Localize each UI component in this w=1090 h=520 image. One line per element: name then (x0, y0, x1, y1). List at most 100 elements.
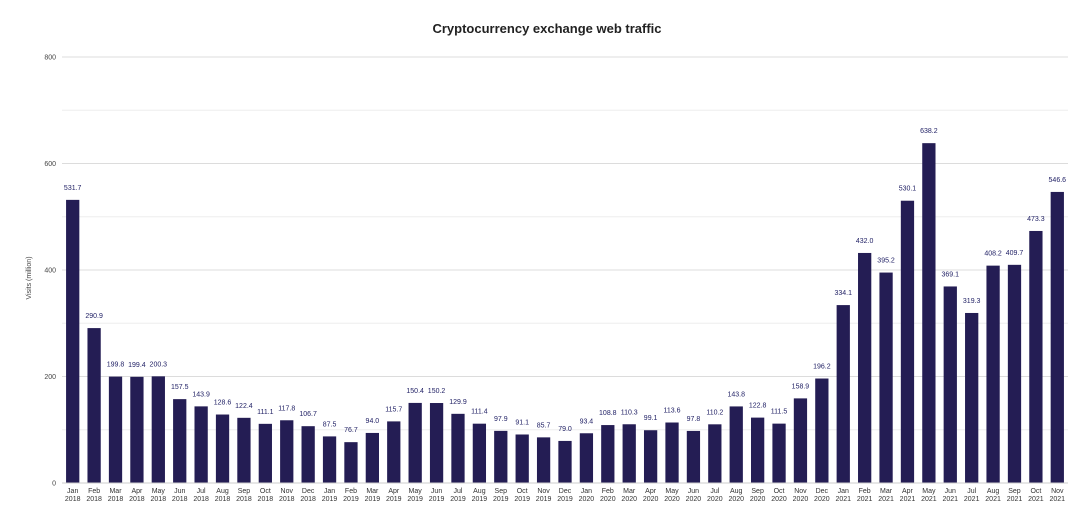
bar (237, 417, 251, 483)
data-label: 93.4 (580, 418, 594, 425)
y-tick-label: 600 (44, 161, 56, 168)
data-label: 87.5 (323, 421, 337, 428)
data-label: 290.9 (85, 313, 103, 320)
x-tick-label: Feb 2019 (343, 488, 359, 503)
bar (66, 199, 80, 483)
data-label: 319.3 (963, 298, 981, 305)
bar (1050, 191, 1064, 484)
data-label: 150.4 (406, 388, 424, 395)
x-tick-label: Sep 2018 (236, 488, 252, 503)
data-label: 79.0 (558, 426, 572, 433)
x-tick-label: Mar 2020 (621, 488, 637, 503)
y-axis-label: Visits (million) (26, 256, 33, 299)
bar (408, 402, 422, 483)
bar (280, 420, 294, 483)
x-tick-label: Jun 2019 (429, 488, 445, 503)
bar (601, 425, 615, 483)
x-tick-label: May 2019 (407, 488, 423, 503)
x-tick-label: Jul 2019 (450, 488, 466, 503)
data-label: 334.1 (834, 290, 852, 297)
data-label: 638.2 (920, 128, 938, 135)
x-tick-label: Apr 2018 (129, 488, 145, 503)
data-label: 111.4 (471, 409, 488, 416)
x-tick-label: Jul 2021 (964, 488, 980, 503)
x-tick-label: Jan 2018 (65, 488, 81, 503)
bar (793, 398, 808, 483)
bar (1029, 230, 1043, 483)
bar (729, 406, 743, 483)
data-label: 94.0 (366, 418, 380, 425)
x-tick-label: Jul 2018 (193, 488, 209, 503)
data-label: 111.1 (257, 409, 274, 416)
data-label: 76.7 (344, 427, 358, 434)
data-label: 129.9 (449, 399, 467, 406)
bar (387, 421, 401, 483)
x-tick-label: Nov 2021 (1050, 488, 1066, 503)
bar (772, 423, 786, 483)
data-label: 97.8 (687, 416, 701, 423)
x-tick-label: Aug 2019 (472, 488, 488, 503)
bar (815, 378, 829, 483)
data-label: 199.8 (107, 362, 125, 369)
bar (451, 413, 465, 483)
x-tick-label: Jun 2021 (942, 488, 958, 503)
x-tick-label: Nov 2020 (793, 488, 809, 503)
bar (900, 200, 915, 484)
data-label: 108.8 (599, 410, 617, 417)
x-tick-label: Jan 2019 (322, 488, 338, 503)
data-label: 199.4 (128, 362, 146, 369)
x-tick-label: Jan 2021 (835, 488, 851, 503)
data-label: 97.9 (494, 416, 508, 423)
bar (879, 272, 893, 483)
data-label: 473.3 (1027, 216, 1045, 223)
bar (344, 442, 358, 483)
chart-title: Cryptocurrency exchange web traffic (432, 21, 661, 36)
bar (301, 426, 315, 483)
data-label: 546.6 (1049, 177, 1067, 184)
x-tick-label: Aug 2021 (985, 488, 1001, 503)
bar (751, 417, 765, 483)
bar (472, 423, 487, 483)
bar (87, 328, 101, 483)
y-tick-label: 400 (44, 268, 56, 275)
x-tick-label: Sep 2019 (493, 488, 509, 503)
bar (643, 430, 658, 483)
bar (686, 430, 701, 483)
data-label: 200.3 (150, 361, 168, 368)
data-label: 106.7 (299, 411, 317, 418)
x-tick-label: Dec 2020 (814, 488, 830, 503)
x-tick-label: Dec 2019 (557, 488, 573, 503)
x-tick-label: Mar 2021 (878, 488, 894, 503)
x-tick-label: Sep 2021 (1007, 488, 1023, 503)
x-tick-label: May 2020 (664, 488, 680, 503)
data-label: 432.0 (856, 238, 874, 245)
y-tick-label: 0 (52, 481, 56, 488)
bar (986, 265, 1000, 483)
x-tick-label: Oct 2019 (514, 488, 530, 503)
x-tick-label: Mar 2019 (365, 488, 381, 503)
data-label: 395.2 (877, 258, 895, 265)
data-label: 111.5 (771, 409, 788, 416)
data-label: 408.2 (984, 251, 1002, 258)
x-tick-label: Oct 2018 (258, 488, 274, 503)
x-tick-label: Oct 2021 (1028, 488, 1044, 503)
data-label: 113.6 (664, 408, 681, 415)
bar (108, 376, 123, 483)
bar (173, 399, 187, 483)
x-tick-label: May 2018 (151, 488, 167, 503)
bar (365, 432, 379, 483)
x-tick-label: Oct 2020 (771, 488, 787, 503)
x-tick-label: Apr 2019 (386, 488, 402, 503)
x-tick-label: Sep 2020 (750, 488, 766, 503)
x-tick-label: Dec 2018 (300, 488, 316, 503)
bar (836, 305, 850, 483)
y-axis-ticks: 0 200 400 600 800 (44, 55, 56, 488)
data-label: 91.1 (515, 419, 529, 426)
y-tick-label: 200 (44, 374, 56, 381)
bar (258, 423, 272, 483)
data-label: 530.1 (899, 186, 917, 193)
data-label: 531.7 (64, 185, 82, 192)
bar (622, 424, 636, 483)
